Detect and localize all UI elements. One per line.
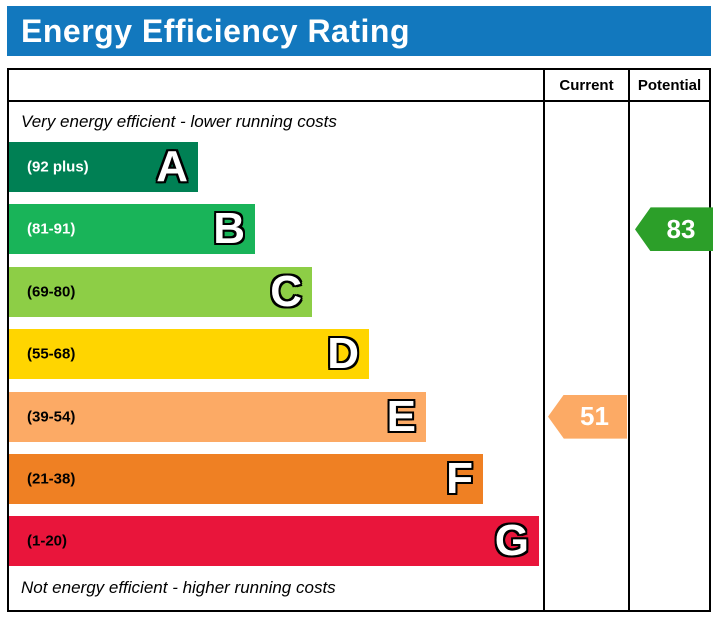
header-divider: [9, 100, 709, 102]
band-B: (81-91) B: [9, 204, 255, 255]
energy-efficiency-chart: Current Potential Very energy efficient …: [7, 68, 713, 612]
band-E-range: (39-54): [27, 408, 76, 426]
band-B-letter: B: [213, 204, 245, 254]
band-E: (39-54) E: [9, 391, 426, 442]
band-A-letter: A: [156, 142, 188, 191]
band-E-letter: E: [386, 391, 416, 441]
potential-column-header: Potential: [637, 76, 702, 94]
band-D-range: (55-68): [27, 345, 76, 363]
page-title: Energy Efficiency Rating: [7, 6, 711, 56]
potential-rating-value: 83: [666, 213, 696, 244]
band-F-range: (21-38): [27, 470, 76, 488]
current-column-divider: [543, 70, 545, 610]
potential-column-divider: [628, 70, 630, 610]
current-column-header: Current: [559, 76, 614, 94]
band-F: (21-38) F: [9, 454, 483, 504]
bottom-note: Not energy efficient - higher running co…: [21, 578, 336, 597]
band-D-letter: D: [327, 329, 359, 379]
band-G-letter: G: [494, 516, 529, 566]
band-B-range: (81-91): [27, 220, 76, 238]
band-G-range: (1-20): [27, 532, 68, 550]
current-rating-arrow: 51: [548, 394, 627, 439]
band-D: (55-68) D: [9, 329, 369, 380]
current-rating-value: 51: [580, 401, 609, 432]
band-A: (92 plus) A: [9, 142, 198, 192]
band-C: (69-80) C: [9, 266, 312, 317]
band-F-letter: F: [446, 454, 473, 503]
potential-rating-arrow: 83: [635, 207, 713, 252]
top-note: Very energy efficient - lower running co…: [21, 112, 337, 131]
band-C-letter: C: [270, 266, 302, 316]
band-C-range: (69-80): [27, 283, 76, 301]
band-G: (1-20) G: [9, 516, 539, 567]
band-A-range: (92 plus): [27, 158, 89, 176]
